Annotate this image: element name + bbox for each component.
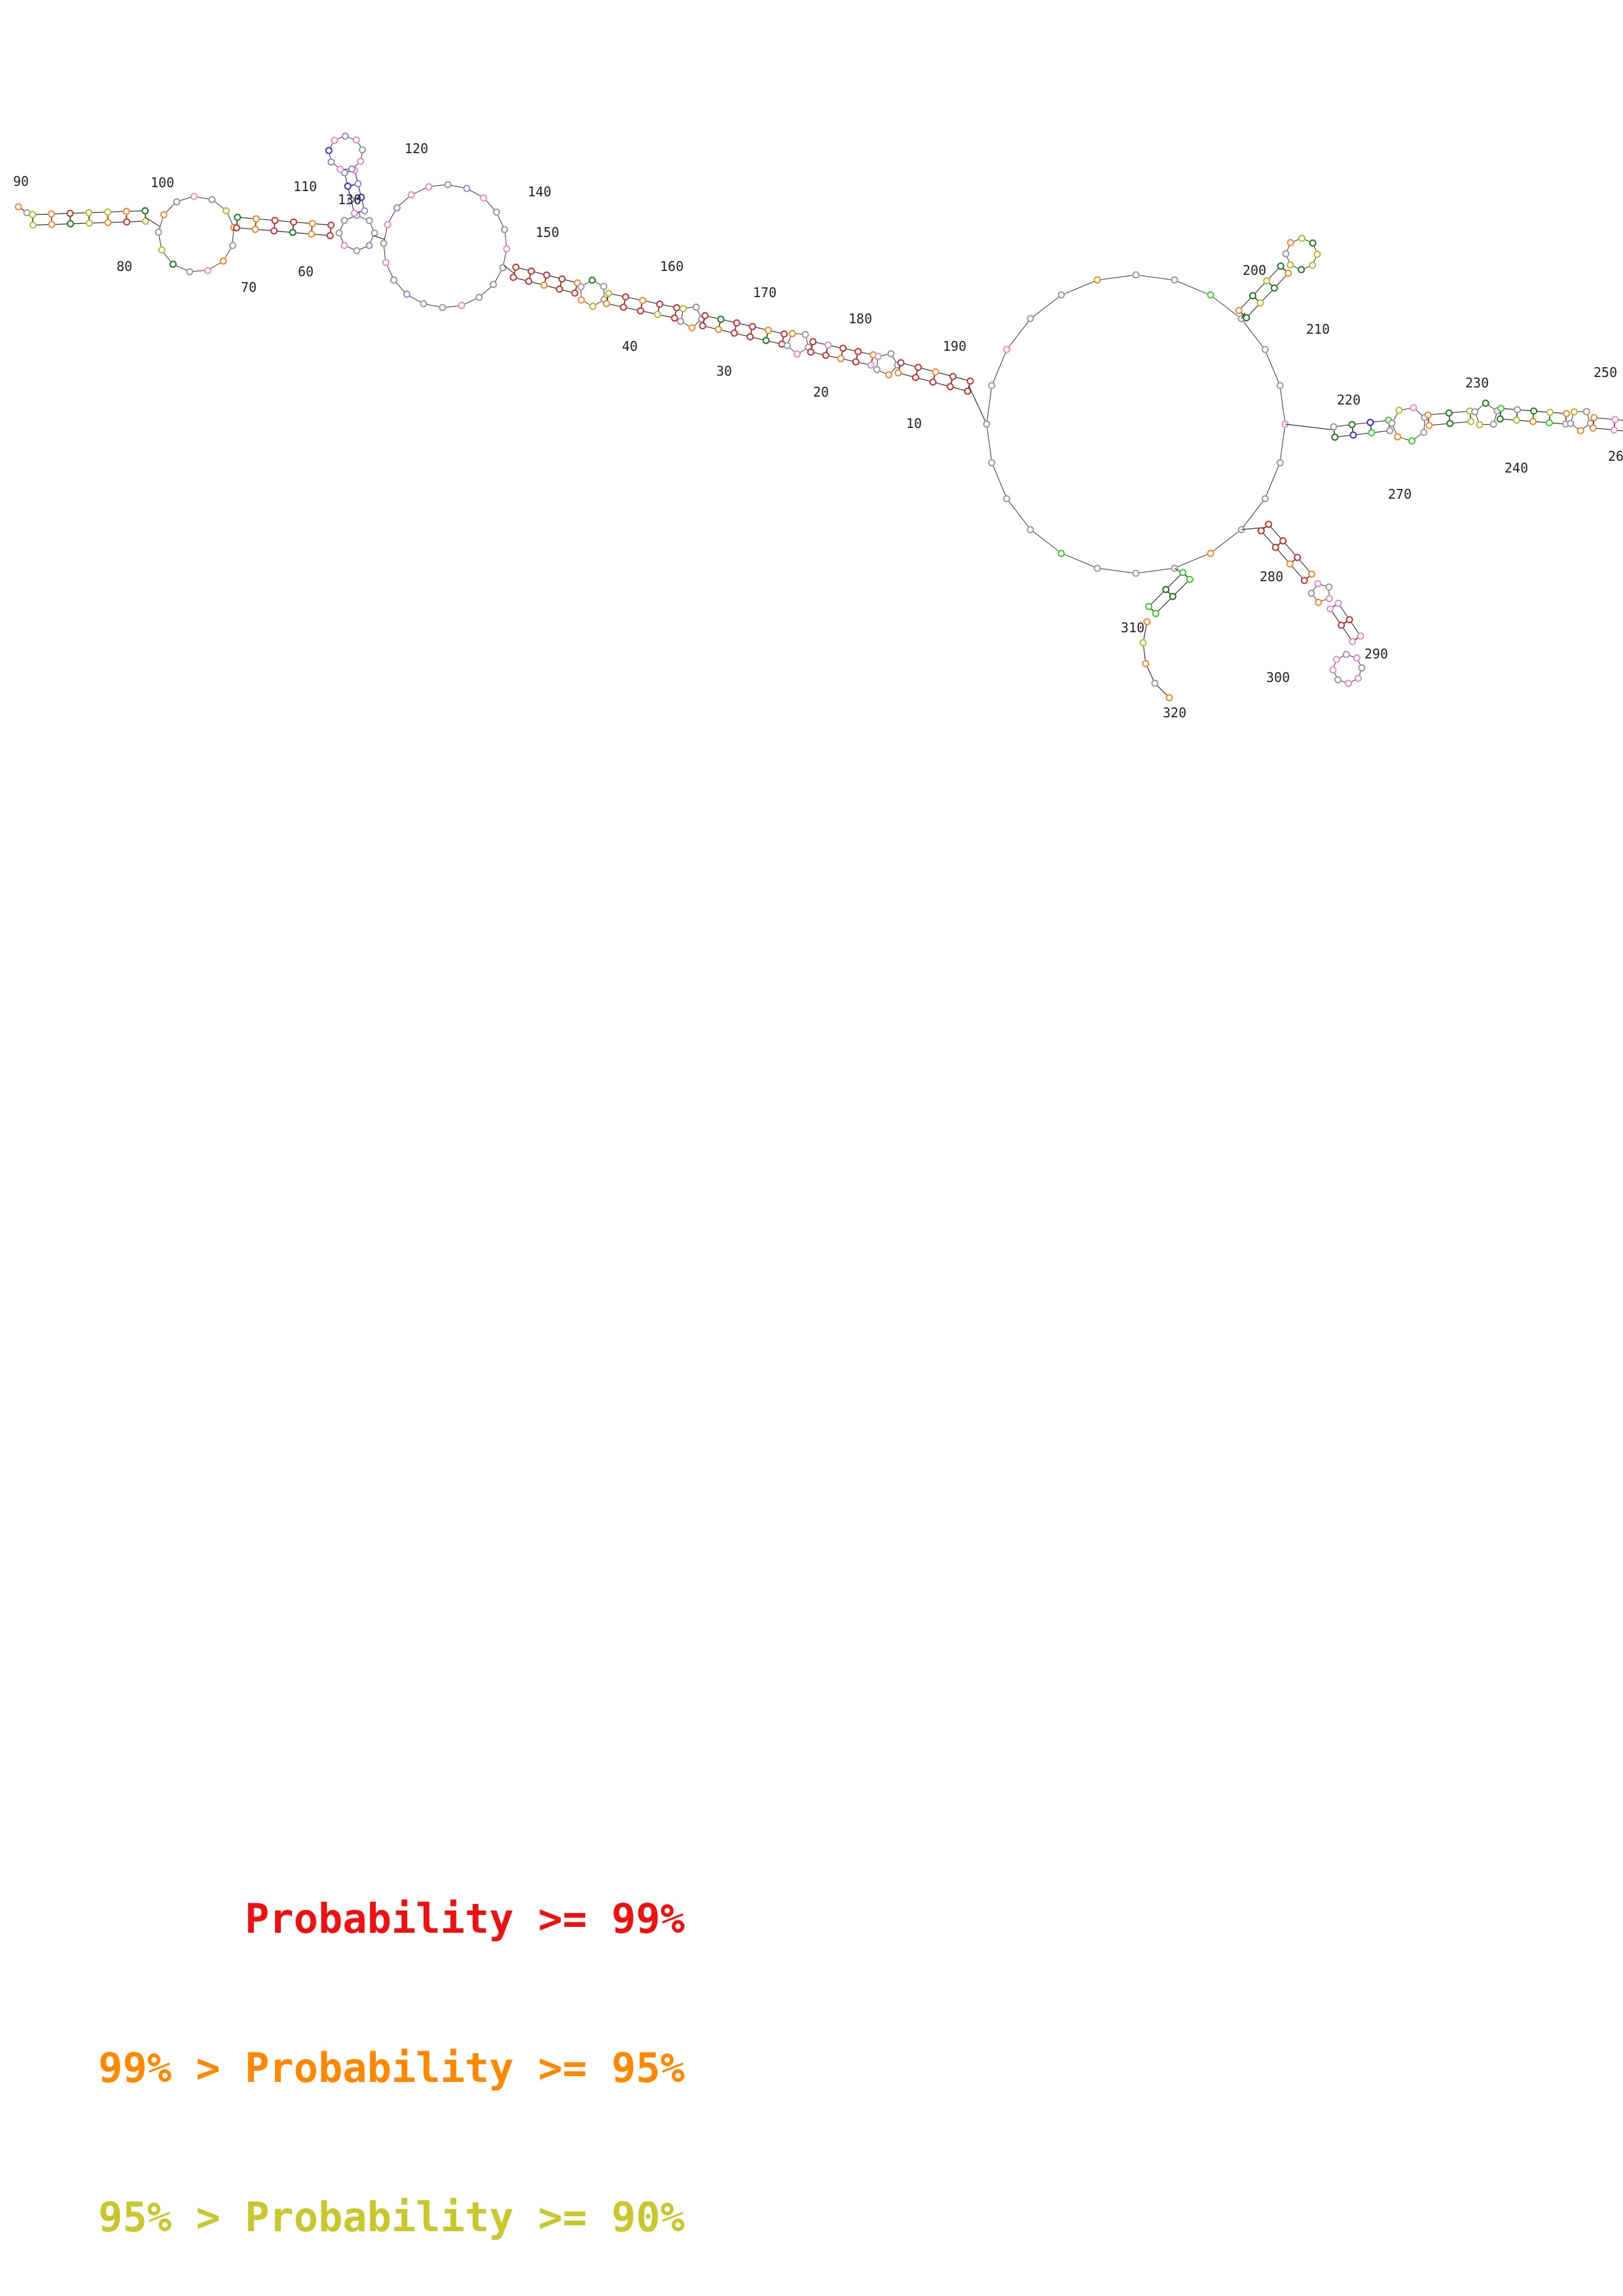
- svg-text:60: 60: [298, 264, 314, 279]
- svg-text:30: 30: [716, 363, 732, 379]
- rna-structure-svg: 90 100 80 70 110 60 130 120 140 150 160 40 30 170 20 18…: [13, 132, 1623, 721]
- svg-text:220: 220: [1337, 392, 1360, 408]
- legend-row: Probability >= 99%: [98, 1895, 685, 1943]
- svg-text:300: 300: [1266, 670, 1290, 685]
- legend-row: 95% > Probability >= 90%: [98, 2193, 685, 2241]
- probability-legend: Probability >= 99% 99% > Probability >= …: [98, 1795, 945, 2296]
- svg-text:90: 90: [13, 173, 29, 189]
- svg-text:120: 120: [405, 141, 428, 156]
- svg-text:310: 310: [1121, 620, 1144, 636]
- svg-text:190: 190: [943, 338, 966, 354]
- svg-text:180: 180: [848, 311, 872, 327]
- svg-text:10: 10: [906, 416, 922, 431]
- svg-text:170: 170: [753, 285, 776, 300]
- svg-text:250: 250: [1594, 365, 1617, 380]
- svg-text:160: 160: [660, 259, 684, 274]
- svg-text:140: 140: [528, 184, 551, 200]
- svg-text:100: 100: [151, 175, 174, 190]
- svg-text:230: 230: [1465, 375, 1489, 391]
- svg-text:80: 80: [117, 259, 132, 274]
- svg-text:70: 70: [241, 279, 257, 295]
- svg-text:40: 40: [622, 338, 638, 354]
- svg-text:150: 150: [536, 224, 559, 240]
- svg-text:240: 240: [1504, 460, 1528, 476]
- svg-text:20: 20: [813, 384, 829, 400]
- svg-text:320: 320: [1163, 705, 1186, 721]
- svg-text:110: 110: [293, 179, 317, 194]
- legend-row: 99% > Probability >= 95%: [98, 2044, 685, 2092]
- svg-text:130: 130: [338, 192, 361, 207]
- svg-text:280: 280: [1260, 569, 1283, 584]
- svg-text:260: 260: [1608, 448, 1623, 464]
- rna-structure-diagram: 90 100 80 70 110 60 130 120 140 150 160 40 30 170 20 18…: [0, 0, 1623, 785]
- svg-text:270: 270: [1388, 486, 1412, 502]
- svg-text:290: 290: [1364, 646, 1388, 662]
- svg-text:210: 210: [1306, 321, 1330, 337]
- svg-text:200: 200: [1243, 262, 1266, 278]
